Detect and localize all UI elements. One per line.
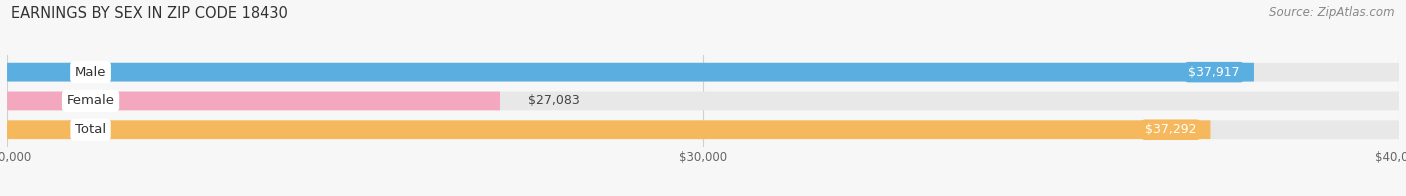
FancyBboxPatch shape: [7, 63, 1399, 82]
Text: Male: Male: [75, 66, 107, 79]
FancyBboxPatch shape: [7, 120, 1399, 139]
Text: Source: ZipAtlas.com: Source: ZipAtlas.com: [1270, 6, 1395, 19]
FancyBboxPatch shape: [7, 92, 1399, 110]
FancyBboxPatch shape: [7, 63, 1254, 82]
Text: Total: Total: [75, 123, 105, 136]
Text: EARNINGS BY SEX IN ZIP CODE 18430: EARNINGS BY SEX IN ZIP CODE 18430: [11, 6, 288, 21]
Text: $27,083: $27,083: [527, 94, 579, 107]
Text: $37,917: $37,917: [1188, 66, 1240, 79]
Text: $37,292: $37,292: [1144, 123, 1197, 136]
Text: Female: Female: [66, 94, 114, 107]
FancyBboxPatch shape: [7, 92, 501, 110]
FancyBboxPatch shape: [7, 120, 1211, 139]
